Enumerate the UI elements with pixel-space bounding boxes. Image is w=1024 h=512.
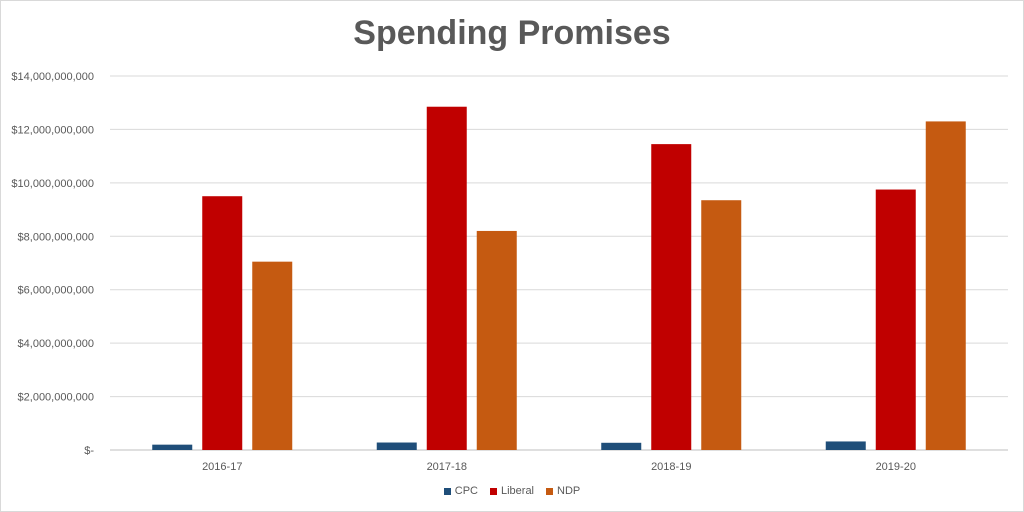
y-tick-label: $14,000,000,000 xyxy=(11,71,94,83)
bar-ndp-2018-19 xyxy=(701,200,742,450)
x-tick-label: 2017-18 xyxy=(427,461,467,473)
bar-ndp-2016-17 xyxy=(252,261,293,450)
legend-item-liberal: Liberal xyxy=(489,485,535,497)
y-tick-label: $- xyxy=(84,445,94,457)
legend-label: NDP xyxy=(557,485,581,497)
chart-title: Spending Promises xyxy=(353,14,671,52)
x-tick-label: 2018-19 xyxy=(651,461,691,473)
bars xyxy=(152,106,966,451)
y-tick-label: $2,000,000,000 xyxy=(18,392,94,404)
y-tick-label: $12,000,000,000 xyxy=(11,124,94,136)
bar-cpc-2018-19 xyxy=(601,442,642,450)
x-axis: 2016-17 2017-18 2018-19 2019-20 xyxy=(202,461,916,473)
legend-item-ndp: NDP xyxy=(546,485,580,497)
legend-swatch xyxy=(546,487,554,495)
y-tick-label: $4,000,000,000 xyxy=(18,338,94,350)
bar-cpc-2019-20 xyxy=(825,441,866,450)
legend-item-cpc: CPC xyxy=(443,485,478,497)
legend: CPC Liberal NDP xyxy=(0,485,1024,497)
y-axis: $- $2,000,000,000 $4,000,000,000 $6,000,000… xyxy=(11,71,94,457)
bar-ndp-2017-18 xyxy=(476,230,517,450)
bar-liberal-2019-20 xyxy=(875,189,916,451)
x-tick-label: 2019-20 xyxy=(876,461,916,473)
y-tick-label: $8,000,000,000 xyxy=(18,231,94,243)
y-tick-label: $10,000,000,000 xyxy=(11,178,94,190)
legend-swatch xyxy=(443,487,451,495)
bar-liberal-2017-18 xyxy=(426,106,467,450)
legend-label: CPC xyxy=(454,485,478,497)
legend-swatch xyxy=(489,487,497,495)
y-tick-label: $6,000,000,000 xyxy=(18,285,94,297)
bar-liberal-2018-19 xyxy=(651,144,692,450)
bar-cpc-2017-18 xyxy=(376,442,417,450)
bar-cpc-2016-17 xyxy=(152,444,193,450)
bar-ndp-2019-20 xyxy=(925,121,966,451)
bar-liberal-2016-17 xyxy=(202,196,243,450)
x-tick-label: 2016-17 xyxy=(202,461,242,473)
legend-label: Liberal xyxy=(500,485,535,497)
gridlines xyxy=(110,75,1008,451)
